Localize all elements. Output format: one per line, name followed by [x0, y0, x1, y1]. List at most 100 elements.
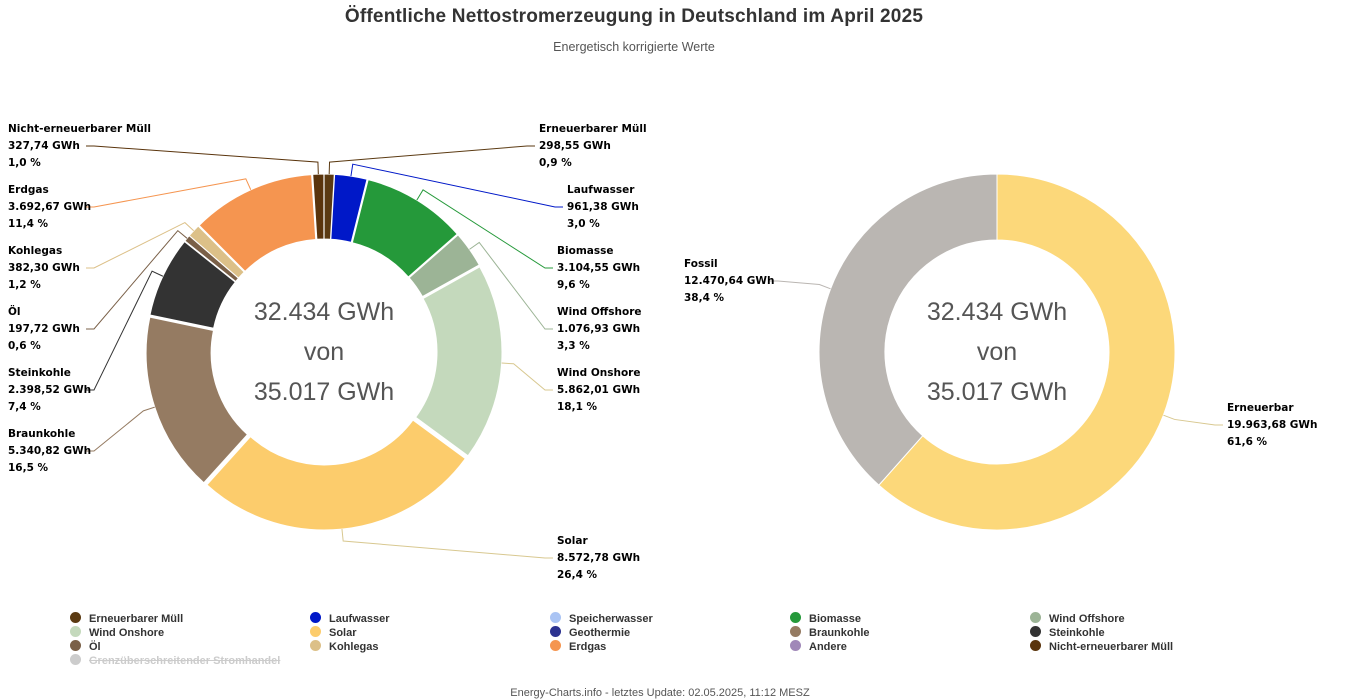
legend-item[interactable]: Braunkohle: [790, 626, 870, 639]
legend-marker-icon: [310, 640, 321, 651]
data-label-name: Wind Onshore: [557, 367, 641, 379]
legend-item[interactable]: Wind Onshore: [70, 626, 164, 639]
connector-line: [1163, 414, 1223, 426]
connector-line: [469, 241, 553, 330]
center-von: von: [976, 338, 1018, 366]
legend-marker-icon: [310, 626, 321, 637]
legend-item[interactable]: Erneuerbarer Müll: [70, 612, 183, 625]
center-total: 32.434 GWh: [253, 298, 395, 326]
data-label-pct: 7,4 %: [8, 401, 41, 413]
legend-marker-icon: [550, 626, 561, 637]
slice-kohlegas[interactable]: [188, 225, 245, 279]
legend-item[interactable]: Steinkohle: [1030, 626, 1105, 639]
legend-item[interactable]: Erdgas: [550, 640, 606, 653]
data-label-pct: 3,0 %: [567, 218, 600, 230]
slice-nicht-erneuerbarer-müll[interactable]: [312, 173, 325, 240]
data-label: Wind Onshore 5.862,01 GWh 18,1 %: [557, 365, 640, 416]
data-label-pct: 61,6 %: [1227, 436, 1268, 448]
data-label-name: Solar: [557, 535, 588, 547]
connector-line: [86, 145, 319, 175]
legend-marker-icon: [1030, 612, 1041, 623]
legend-item[interactable]: Wind Offshore: [1030, 612, 1125, 625]
data-label-pct: 0,6 %: [8, 340, 41, 352]
legend-marker-icon: [310, 612, 321, 623]
connector-line: [416, 189, 553, 269]
slice-fossil[interactable]: [818, 173, 998, 486]
data-label-value-label: 1.076,93 GWh: [557, 323, 641, 335]
data-label-value-label: 5.340,82 GWh: [8, 445, 92, 457]
connector-line: [86, 178, 252, 208]
connector-line: [341, 529, 553, 559]
data-label-name: Braunkohle: [8, 428, 76, 440]
data-label: Fossil 12.470,64 GWh 38,4 %: [684, 256, 774, 307]
legend-item[interactable]: Laufwasser: [310, 612, 390, 625]
legend-marker-icon: [1030, 626, 1041, 637]
connector-line: [86, 270, 164, 391]
data-label-name: Öl: [8, 306, 21, 318]
legend-item[interactable]: Öl: [70, 640, 101, 653]
data-label: Braunkohle 5.340,82 GWh 16,5 %: [8, 426, 91, 477]
data-label-value-label: 8.572,78 GWh: [557, 552, 641, 564]
footer-credit: Energy-Charts.info - letztes Update: 02.…: [510, 687, 810, 699]
slice-braunkohle[interactable]: [145, 316, 249, 484]
legend-marker-icon: [1030, 640, 1041, 651]
data-label-value-label: 19.963,68 GWh: [1227, 419, 1318, 431]
data-label-name: Laufwasser: [567, 184, 635, 196]
connector-line: [501, 362, 553, 391]
legend-item[interactable]: Grenzüberschreitender Stromhandel: [70, 654, 280, 667]
connector-line: [328, 145, 535, 175]
legend-item[interactable]: Kohlegas: [310, 640, 379, 653]
slice-wind-offshore[interactable]: [408, 234, 480, 298]
connector-line: [350, 163, 563, 208]
legend-label: Wind Onshore: [89, 627, 165, 639]
legend-marker-icon: [70, 612, 81, 623]
legend-label: Steinkohle: [1049, 627, 1105, 639]
slice-erdgas[interactable]: [198, 174, 317, 273]
legend-label: Andere: [809, 641, 847, 653]
slice-solar[interactable]: [206, 419, 467, 531]
data-label-name: Kohlegas: [8, 245, 63, 257]
data-label-pct: 18,1 %: [557, 401, 598, 413]
data-label-pct: 1,2 %: [8, 279, 41, 291]
legend-item[interactable]: Andere: [790, 640, 847, 653]
slice-wind-onshore[interactable]: [414, 266, 503, 457]
data-label-pct: 1,0 %: [8, 157, 41, 169]
slice-biomasse[interactable]: [351, 179, 458, 278]
data-label-pct: 3,3 %: [557, 340, 590, 352]
legend-label: Öl: [89, 641, 101, 653]
data-label-name: Erdgas: [8, 184, 49, 196]
legend-item[interactable]: Geothermie: [550, 626, 630, 639]
data-label: Laufwasser 961,38 GWh 3,0 %: [567, 182, 639, 233]
center-max: 35.017 GWh: [253, 378, 395, 406]
chart-title: Öffentliche Nettostromerzeugung in Deuts…: [344, 6, 924, 27]
legend-label: Grenzüberschreitender Stromhandel: [89, 655, 281, 667]
data-label-value-label: 961,38 GWh: [567, 201, 639, 213]
center-text-right: 32.434 GWh von 35.017 GWh: [897, 292, 1097, 412]
legend-marker-icon: [70, 626, 81, 637]
data-label-name: Erneuerbar: [1227, 402, 1294, 414]
legend-item[interactable]: Solar: [310, 626, 357, 639]
legend-label: Wind Offshore: [1049, 613, 1125, 625]
center-text-left: 32.434 GWh von 35.017 GWh: [224, 292, 424, 412]
slice-laufwasser[interactable]: [330, 173, 368, 243]
slice-steinkohle[interactable]: [149, 240, 237, 329]
data-label: Wind Offshore 1.076,93 GWh 3,3 %: [557, 304, 642, 355]
data-label-value-label: 3.692,67 GWh: [8, 201, 92, 213]
legend-item[interactable]: Nicht-erneuerbarer Müll: [1030, 640, 1173, 653]
data-label-name: Biomasse: [557, 245, 614, 257]
data-label-pct: 9,6 %: [557, 279, 590, 291]
data-label-name: Wind Offshore: [557, 306, 642, 318]
legend-label: Erdgas: [569, 641, 607, 653]
legend-item[interactable]: Biomasse: [790, 612, 861, 625]
data-label-pct: 38,4 %: [684, 292, 725, 304]
legend-label: Laufwasser: [329, 613, 390, 625]
data-label: Biomasse 3.104,55 GWh 9,6 %: [557, 243, 640, 294]
data-label: Erdgas 3.692,67 GWh 11,4 %: [8, 182, 91, 233]
data-label-value-label: 327,74 GWh: [8, 140, 80, 152]
data-label-value-label: 2.398,52 GWh: [8, 384, 92, 396]
legend-item[interactable]: Speicherwasser: [550, 612, 653, 625]
data-label: Erneuerbarer Müll 298,55 GWh 0,9 %: [539, 121, 647, 172]
data-label-pct: 11,4 %: [8, 218, 49, 230]
slice-erneuerbar[interactable]: [878, 173, 1176, 531]
